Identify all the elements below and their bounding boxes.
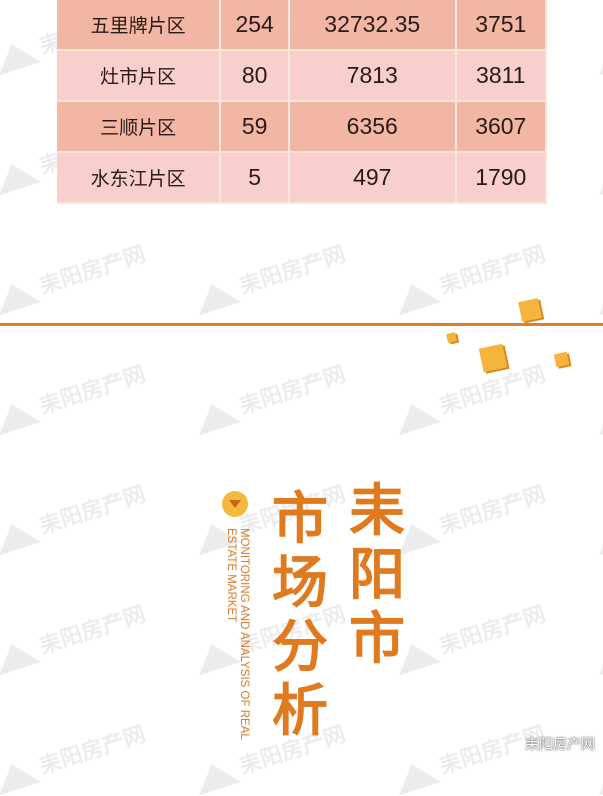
house-icon (190, 277, 241, 316)
house-icon (0, 757, 41, 796)
watermark: 耒阳房产网 (0, 236, 149, 316)
house-icon (0, 637, 41, 676)
house-icon (590, 397, 603, 436)
table-row: 五里牌片区 254 32732.35 3751 (57, 0, 548, 51)
down-arrow-icon (222, 491, 248, 517)
watermark: 耒阳房产网 (589, 236, 603, 316)
house-icon (590, 157, 603, 196)
table-cell: 497 (288, 152, 457, 204)
watermark: 耒阳房产网 (0, 716, 149, 796)
house-icon (590, 277, 603, 316)
watermark: 耒阳房产网 (0, 476, 149, 556)
table-row: 灶市片区 80 7813 3811 (57, 50, 548, 102)
house-icon (0, 277, 41, 316)
cube-decoration (553, 351, 570, 368)
watermark: 耒阳房产网 (589, 596, 603, 676)
house-icon (390, 757, 441, 796)
watermark: 耒阳房产网 (389, 596, 549, 676)
house-icon (390, 397, 441, 436)
table-cell: 254 (220, 0, 290, 51)
watermark: 耒阳房产网 (389, 476, 549, 556)
table-row: 三顺片区 59 6356 3607 (57, 101, 548, 153)
watermark: 耒阳房产网 (589, 116, 603, 196)
house-icon (0, 37, 41, 76)
watermark: 耒阳房产网 (189, 356, 349, 436)
table-cell: 3811 (455, 50, 548, 102)
divider-line (0, 323, 603, 326)
cube-decoration (446, 332, 457, 343)
house-icon (0, 157, 41, 196)
table-cell: 1790 (455, 152, 548, 204)
cube-decoration (518, 298, 542, 322)
table-row: 水东江片区 5 497 1790 (57, 152, 548, 204)
table-cell: 7813 (288, 50, 457, 102)
watermark-corner: 耒阳房产网 (525, 737, 595, 753)
house-icon (590, 517, 603, 556)
house-icon (590, 37, 603, 76)
watermark: 耒阳房产网 (389, 356, 549, 436)
watermark: 耒阳房产网 (389, 716, 549, 796)
district-table: 五里牌片区 254 32732.35 3751 灶市片区 80 7813 3811 三顺片区 59… (57, 0, 548, 204)
watermark: 耒阳房产网 (0, 356, 149, 436)
section-title-leiyang: 耒阳市 (349, 479, 405, 672)
cube-decoration (478, 343, 508, 373)
section-title-market-analysis: 市场分析 (272, 487, 328, 744)
table-cell: 6356 (288, 101, 457, 153)
watermark: 耒阳房产网 (589, 356, 603, 436)
house-icon (590, 637, 603, 676)
section-subtitle: MONITORING AND ANALYSIS OF REAL ESTATE M… (225, 528, 250, 740)
watermark: 耒阳房产网 (189, 236, 349, 316)
table-cell: 32732.35 (288, 0, 457, 51)
house-icon (590, 757, 603, 796)
table-cell: 3751 (455, 0, 548, 51)
table-cell: 80 (220, 50, 290, 102)
watermark: 耒阳房产网 (589, 716, 603, 796)
house-icon (0, 517, 41, 556)
watermark: 耒阳房产网 (589, 0, 603, 76)
table-cell: 灶市片区 (57, 50, 222, 102)
table-cell: 5 (220, 152, 290, 204)
table-cell: 59 (220, 101, 290, 153)
watermark: 耒阳房产网 (589, 476, 603, 556)
table-cell: 三顺片区 (57, 101, 222, 153)
house-icon (190, 397, 241, 436)
house-icon (0, 397, 41, 436)
watermark: 耒阳房产网 (0, 596, 149, 676)
table-cell: 3607 (455, 101, 548, 153)
table-cell: 五里牌片区 (57, 0, 222, 51)
house-icon (390, 277, 441, 316)
table-cell: 水东江片区 (57, 152, 222, 204)
